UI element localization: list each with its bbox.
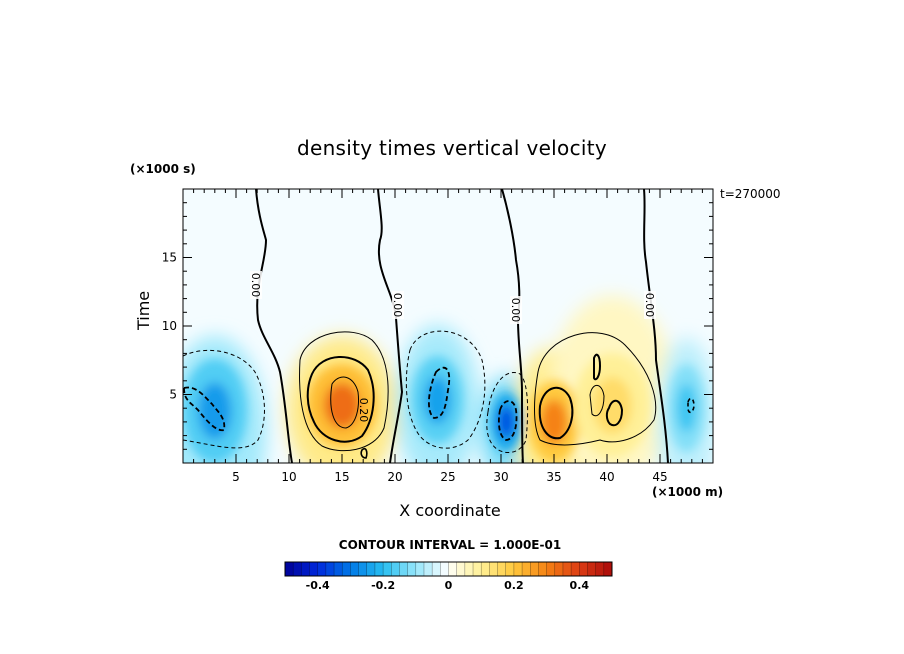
colorbar-swatch [464,562,474,576]
y-tick-label: 10 [162,319,177,333]
positive-contour [534,332,657,446]
zero-contour-label: 0.00 [509,298,522,323]
negative-contour [183,386,226,432]
x-axis-scale-note: (×1000 m) [652,485,724,499]
colorbar-swatch [489,562,499,576]
colorbar-swatch [473,562,482,576]
x-tick-label: 40 [599,470,614,484]
negative-contour [183,349,265,449]
colorbar-swatch [350,562,360,576]
colorbar-swatch [415,562,425,576]
colorbar-swatch [554,562,564,576]
colorbar-swatch [546,562,556,576]
colorbar-swatch [513,562,523,576]
colorbar-swatch [530,562,539,576]
colorbar-swatch [505,562,515,576]
colorbar-swatch [432,562,441,576]
positive-contour [330,376,359,429]
contour-layer [183,189,695,463]
colorbar-swatch [325,562,335,576]
colorbar-tick-label: 0.2 [504,579,524,592]
y-tick-label: 15 [162,251,177,265]
colorbar-swatch [587,562,597,576]
colorbar-swatch [399,562,409,576]
negative-contour [486,372,529,453]
positive-contour [593,353,602,381]
colorbar-swatch [391,562,400,576]
colorbar-swatch [595,562,605,576]
x-tick-label: 10 [281,470,296,484]
field-core [592,376,633,434]
colorbar-swatch [423,562,433,576]
colorbar-swatch [497,562,507,576]
colorbar-swatch [571,562,580,576]
zero-contour [643,189,669,463]
negative-contour [687,397,695,414]
zero-contour [255,189,293,463]
x-tick-label: 45 [652,470,667,484]
positive-contour [306,356,375,443]
colorbar-tick-label: 0 [445,579,453,592]
x-axis-label: X coordinate [399,501,501,520]
colorbar-tick-label: 0.4 [570,579,590,592]
colorbar-swatch [562,562,572,576]
colorbar: -0.4 -0.2 0 0.2 0.4 [284,561,613,592]
colorbar-swatch [342,562,351,576]
colorbar-swatch [538,562,548,576]
colorbar-swatch [448,562,458,576]
zero-contour-label: 0.00 [391,293,404,318]
x-tick-label: 20 [387,470,402,484]
field-core [324,382,360,428]
x-tick-label: 5 [232,470,240,484]
positive-contour [589,384,605,417]
colorbar-swatch [285,562,294,576]
positive-contour [360,447,368,459]
colorbar-swatch [383,562,392,576]
zero-contour-label: 0.00 [643,293,656,318]
colorbar-swatch [366,562,376,576]
colorbar-swatch [522,562,531,576]
negative-contour [405,330,486,449]
time-annotation: t=270000 [720,187,781,201]
field-core [676,384,697,433]
colorbar-swatch [293,562,302,576]
colorbar-swatch [440,562,449,576]
colorbar-swatch [374,562,384,576]
chart-title: density times vertical velocity [296,136,608,160]
colorbar-tick-label: -0.4 [306,579,330,592]
field-core [198,382,232,440]
colorbar-swatch [301,562,311,576]
colorbar-swatch [481,562,490,576]
contour-interval-note: CONTOUR INTERVAL = 1.000E-01 [338,538,562,552]
negative-contour [498,400,518,441]
zero-contour-label: 0.00 [249,273,262,298]
colorbar-swatch [456,562,466,576]
contour-label: 0.20 [357,398,370,423]
colorbar-border [284,561,613,577]
colorbar-tick-label: -0.2 [371,579,395,592]
y-axis-scale-note: (×1000 s) [130,162,196,176]
colorbar-swatch [334,562,343,576]
colorbar-swatch [603,562,613,576]
positive-contour [605,399,624,427]
plot-frame: 5 10 15 20 25 30 35 40 45 5 10 15 [162,188,714,484]
x-tick-label: 25 [440,470,455,484]
colorbar-swatch [407,562,417,576]
colorbar-swatch [309,562,319,576]
x-tick-label: 35 [546,470,561,484]
x-tick-label: 15 [334,470,349,484]
positive-contour [538,386,574,440]
contour-labels: 0.00 0.00 0.00 0.00 0.20 [249,271,656,422]
field-layer [183,189,713,463]
colorbar-swatch [579,562,588,576]
y-tick-label: 5 [169,388,177,402]
positive-contour [299,331,389,452]
x-tick-label: 30 [493,470,508,484]
colorbar-swatch [358,562,368,576]
colorbar-swatch [317,562,327,576]
field-core [497,405,515,439]
